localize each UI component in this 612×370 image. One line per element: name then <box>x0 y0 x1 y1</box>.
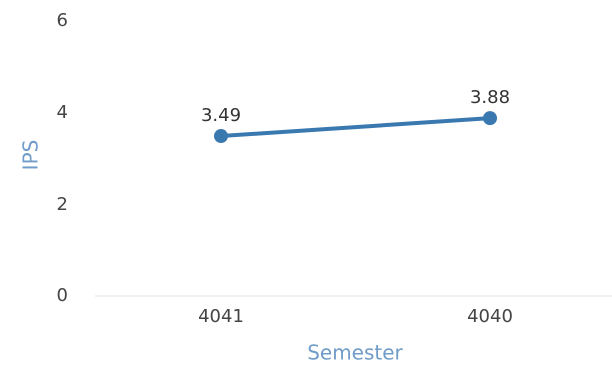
y-axis: 0 2 4 6 <box>57 10 68 306</box>
y-tick-label: 2 <box>57 194 68 215</box>
data-point <box>214 129 228 144</box>
x-tick-label: 4041 <box>198 306 244 327</box>
y-axis-title: IPS <box>19 140 43 171</box>
x-tick-label: 4040 <box>467 306 513 327</box>
x-axis-title: Semester <box>307 341 403 365</box>
x-axis: 4041 4040 <box>198 306 513 327</box>
plot-area: 3.49 3.88 <box>201 87 510 144</box>
data-point <box>483 111 497 126</box>
y-tick-label: 0 <box>57 285 68 306</box>
data-label: 3.88 <box>470 87 510 108</box>
y-tick-label: 6 <box>57 10 68 31</box>
data-label: 3.49 <box>201 105 241 126</box>
y-tick-label: 4 <box>57 102 68 123</box>
series-line <box>219 116 492 139</box>
